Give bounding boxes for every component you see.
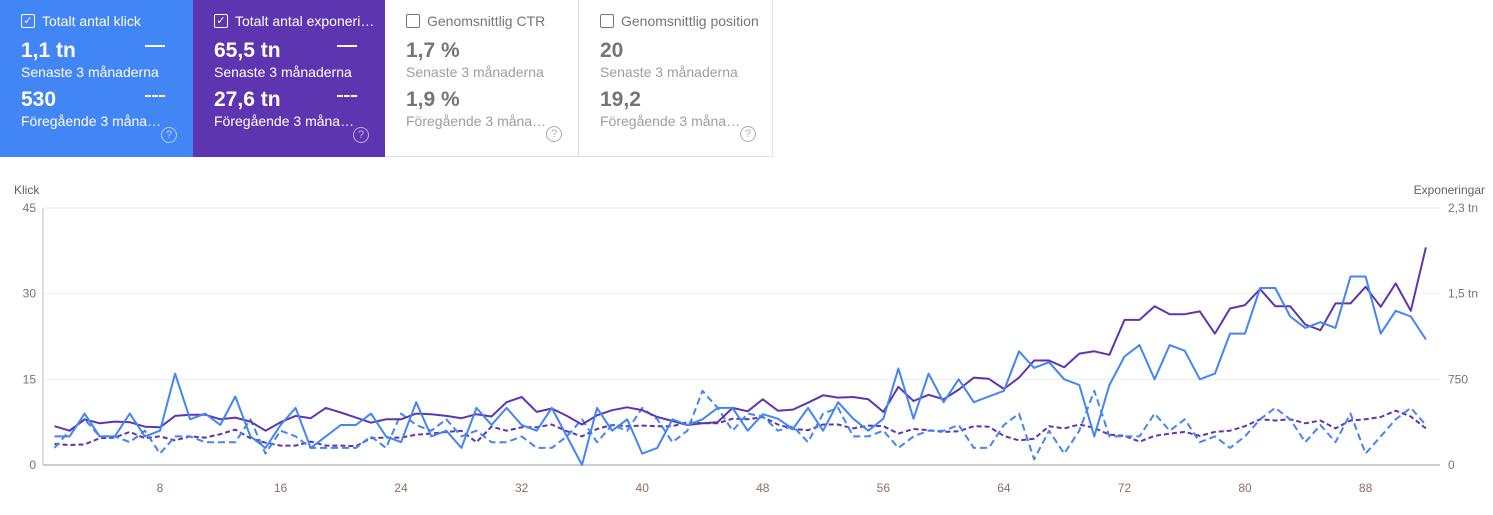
help-circle-icon[interactable]: ?	[161, 127, 177, 143]
left-tick-label: 45	[23, 201, 37, 215]
card-label: Totalt antal klick	[42, 13, 141, 29]
card-label: Genomsnittlig CTR	[427, 13, 546, 29]
x-tick-label: 24	[394, 481, 408, 495]
solid-line-legend-icon	[337, 45, 357, 47]
checkbox-icon[interactable]	[600, 14, 614, 28]
x-tick-label: 40	[636, 481, 650, 495]
x-tick-label: 72	[1118, 481, 1132, 495]
current-value: 20	[600, 39, 624, 62]
card-average-ctr[interactable]: Genomsnittlig CTR 1,7 % Senaste 3 månade…	[385, 0, 579, 157]
x-tick-label: 80	[1238, 481, 1252, 495]
help-circle-icon[interactable]: ?	[740, 126, 756, 142]
checkbox-icon[interactable]: ✓	[214, 14, 228, 28]
x-tick-label: 16	[274, 481, 288, 495]
card-total-impressions[interactable]: ✓ Totalt antal exponeringar 65,5 tn Senas…	[193, 0, 385, 157]
clicks-previous-line	[53, 389, 1427, 461]
left-tick-label: 30	[23, 287, 37, 301]
right-axis-title: Exponeringar	[1413, 183, 1485, 197]
x-tick-label: 8	[157, 481, 164, 495]
impressions-current-line	[54, 247, 1427, 432]
clicks-current-line	[54, 275, 1427, 466]
left-tick-label: 15	[23, 372, 37, 386]
x-tick-label: 56	[877, 481, 891, 495]
right-tick-label: 2,3 tn	[1448, 201, 1478, 215]
help-circle-icon[interactable]: ?	[353, 127, 369, 143]
current-value: 1,7 %	[406, 39, 460, 62]
checkbox-icon[interactable]: ✓	[21, 14, 35, 28]
left-axis-title: Klick	[14, 183, 40, 197]
right-tick-label: 0	[1448, 458, 1455, 472]
metric-cards: ✓ Totalt antal klick 1,1 tn Senaste 3 mån…	[0, 0, 773, 157]
x-tick-label: 32	[515, 481, 529, 495]
left-tick-label: 0	[29, 458, 36, 472]
card-average-position[interactable]: Genomsnittlig position 20 Senaste 3 måna…	[579, 0, 773, 157]
checkbox-icon[interactable]	[406, 14, 420, 28]
right-tick-label: 1,5 tn	[1448, 287, 1478, 301]
x-tick-label: 48	[756, 481, 770, 495]
previous-value: 19,2	[600, 88, 641, 111]
dashed-line-legend-icon	[145, 95, 165, 97]
solid-line-legend-icon	[145, 45, 165, 47]
previous-value: 530	[21, 88, 57, 111]
dashed-line-legend-icon	[337, 95, 357, 97]
current-value: 65,5 tn	[214, 39, 281, 62]
previous-value: 1,9 %	[406, 88, 460, 111]
help-circle-icon[interactable]: ?	[546, 126, 562, 142]
card-total-clicks[interactable]: ✓ Totalt antal klick 1,1 tn Senaste 3 mån…	[0, 0, 193, 157]
previous-value: 27,6 tn	[214, 88, 281, 111]
x-tick-label: 88	[1359, 481, 1373, 495]
right-tick-label: 750	[1448, 372, 1468, 386]
current-value: 1,1 tn	[21, 39, 76, 62]
x-tick-label: 64	[997, 481, 1011, 495]
